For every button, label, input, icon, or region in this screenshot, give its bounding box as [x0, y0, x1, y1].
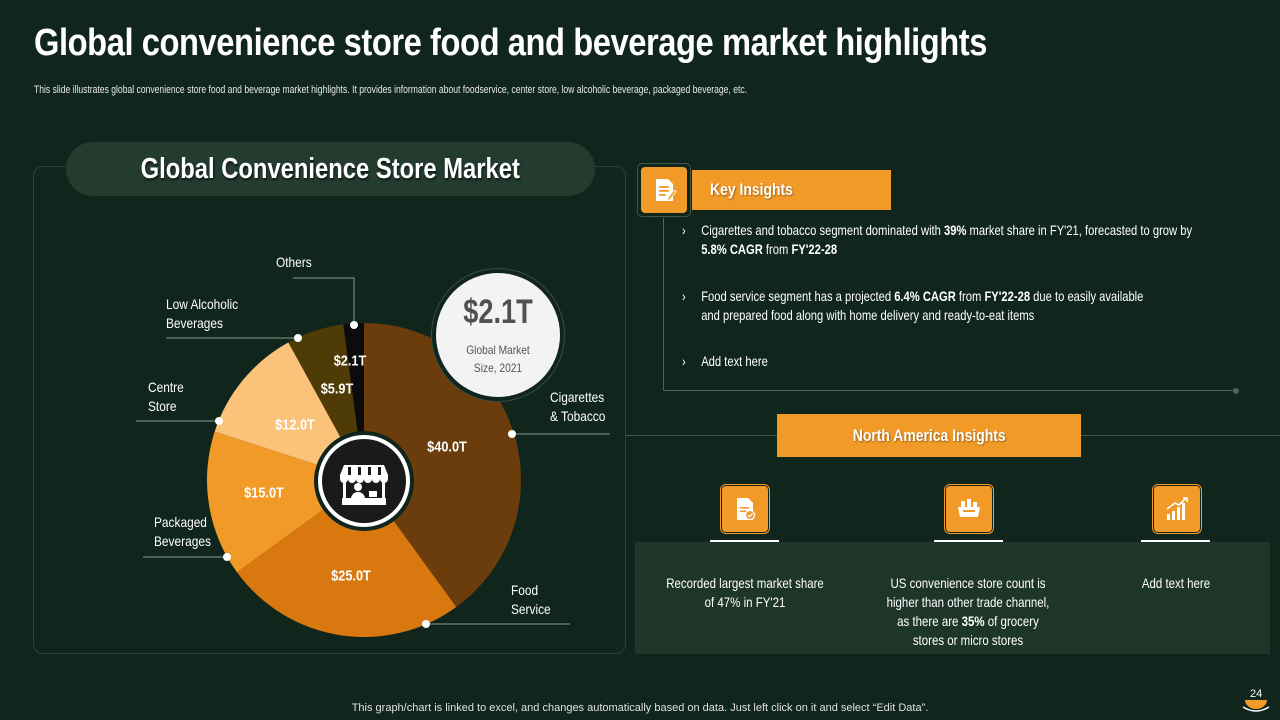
- north-america-title: North America Insights: [852, 425, 1006, 445]
- na-icon-2: [946, 486, 992, 532]
- label-cigarettes-tobacco: Cigarettes & Tobacco: [550, 389, 606, 424]
- slide-subtitle: This slide illustrates global convenienc…: [34, 84, 748, 96]
- slice-centre-store[interactable]: [214, 342, 364, 480]
- label-food-service: Food Service: [511, 582, 551, 617]
- pie-leader-dots: [215, 321, 516, 628]
- page-number: 24: [1250, 688, 1263, 700]
- global-market-size-bubble: $2.1T Global Market Size, 2021: [436, 273, 560, 397]
- data-label-low-alcoholic: $5.9T: [320, 380, 354, 398]
- growth-chart-icon: [1166, 497, 1188, 520]
- slide-title: Global convenience store food and bevera…: [34, 22, 988, 64]
- slice-food-service[interactable]: [236, 480, 457, 638]
- label-low-alcoholic: Low Alcoholic Beverages: [166, 296, 239, 331]
- na-underline-1: [710, 540, 779, 542]
- data-label-others: $2.1T: [333, 352, 367, 370]
- key-insight-1: › Cigarettes and tobacco segment dominate…: [682, 222, 1193, 257]
- north-america-header: North America Insights: [777, 414, 1081, 457]
- na-insight-2: US convenience store count is higher tha…: [886, 575, 1050, 648]
- store-icon-circle: [318, 435, 410, 527]
- label-centre-store: Centre Store: [148, 379, 184, 414]
- key-insight-3: › Add text here: [682, 353, 768, 369]
- footer-note: This graph/chart is linked to excel, and…: [351, 702, 929, 714]
- page-bowl-icon: [1242, 700, 1270, 712]
- leader-centre-dot: [215, 417, 223, 425]
- na-underline-2: [934, 540, 1003, 542]
- leader-others: [293, 277, 355, 325]
- na-insight-3: Add text here: [1141, 575, 1211, 591]
- key-insight-2: › Food service segment has a projected 6.…: [682, 288, 1144, 323]
- data-label-centre: $12.0T: [275, 416, 315, 434]
- label-packaged-beverages: Packaged Beverages: [154, 514, 211, 549]
- chevron-right-icon: ›: [682, 222, 686, 238]
- na-icon-3: [1154, 486, 1200, 532]
- leader-others-dot: [350, 321, 358, 329]
- market-title: Global Convenience Store Market: [140, 152, 521, 185]
- key-insights-icon-frame: [637, 163, 691, 217]
- na-icon-1: [722, 486, 768, 532]
- key-insights-frame-horizontal: [663, 390, 1236, 391]
- chevron-right-icon: ›: [682, 353, 686, 369]
- na-insight-1: Recorded largest market share of 47% in …: [666, 575, 824, 610]
- market-size-value: $2.1T: [463, 293, 533, 331]
- page-number-badge: 24: [1241, 688, 1271, 714]
- leader-packaged-dot: [223, 553, 231, 561]
- market-size-caption: Global Market Size, 2021: [466, 343, 530, 375]
- key-insights-frame-vertical: [663, 218, 664, 391]
- data-label-packaged: $15.0T: [244, 484, 284, 502]
- key-insights-title: Key Insights: [710, 180, 793, 199]
- market-title-pill: Global Convenience Store Market: [66, 142, 595, 196]
- document-edit-icon: [656, 179, 677, 202]
- data-label-cigarettes: $40.0T: [427, 438, 467, 456]
- leader-cigarettes-dot: [508, 430, 516, 438]
- report-document-icon: [737, 498, 756, 521]
- na-underline-3: [1141, 540, 1210, 542]
- leader-low-alcoholic-dot: [294, 334, 302, 342]
- slice-packaged-beverages[interactable]: [207, 431, 364, 573]
- chevron-right-icon: ›: [682, 288, 686, 304]
- leader-food-dot: [422, 620, 430, 628]
- data-label-food-service: $25.0T: [331, 567, 371, 585]
- key-insights-frame-dot: [1233, 388, 1239, 394]
- pie-leader-lines: [136, 277, 610, 625]
- north-america-panel: [635, 542, 1270, 654]
- market-stall-icon: [340, 465, 388, 505]
- label-others: Others: [276, 254, 312, 270]
- key-insights-header: Key Insights: [692, 170, 891, 210]
- store-cart-icon: [958, 499, 980, 517]
- key-insights-icon: [641, 167, 687, 213]
